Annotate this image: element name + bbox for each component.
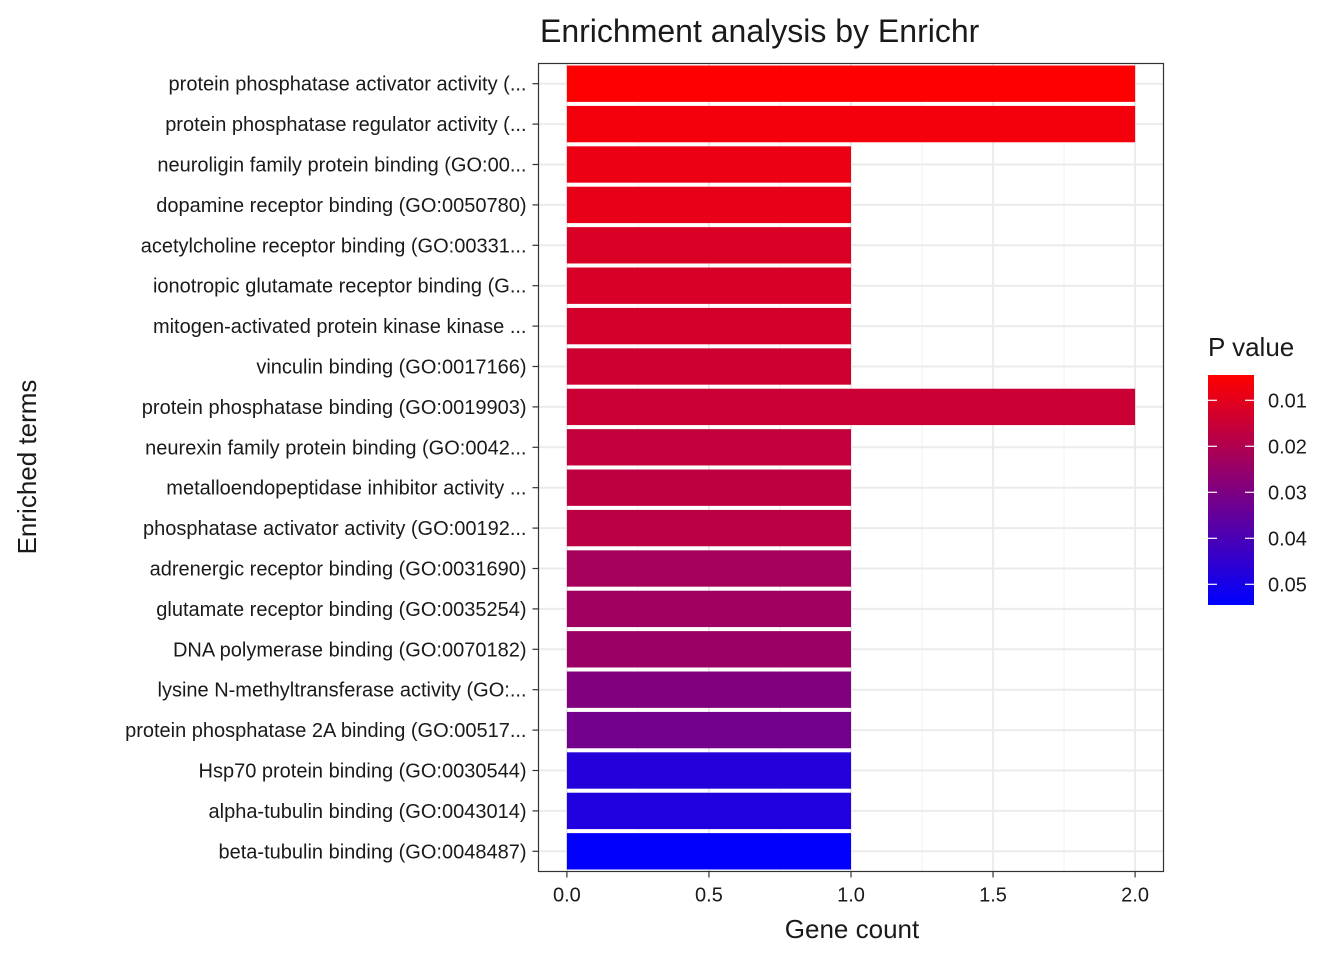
bar	[566, 429, 851, 466]
y-tick-label: vinculin binding (GO:0017166)	[256, 357, 526, 379]
bar	[566, 227, 851, 264]
x-axis-title: Gene count	[785, 914, 920, 944]
bar	[566, 186, 851, 224]
y-tick-label: glutamate receptor binding (GO:0035254)	[156, 599, 526, 621]
bar	[566, 146, 851, 183]
y-tick-label: Hsp70 protein binding (GO:0030544)	[199, 761, 527, 783]
y-axis: protein phosphatase activator activity (…	[125, 74, 539, 863]
legend-tick-label: 0.01	[1268, 390, 1307, 412]
y-tick-label: neurexin family protein binding (GO:0042…	[145, 437, 526, 459]
y-tick-label: DNA polymerase binding (GO:0070182)	[173, 639, 527, 661]
y-tick-label: protein phosphatase binding (GO:0019903)	[142, 397, 527, 419]
bar	[566, 792, 851, 830]
bar	[566, 631, 851, 668]
bar	[566, 65, 1136, 102]
x-axis: 0.0 0.5 1.0 1.5 2.0	[553, 871, 1149, 907]
legend-colorbar	[1208, 375, 1254, 605]
legend-title: P value	[1208, 332, 1294, 362]
legend-tick-label: 0.05	[1268, 574, 1307, 596]
x-tick-label: 2.0	[1121, 885, 1149, 907]
y-tick-label: protein phosphatase 2A binding (GO:00517…	[125, 720, 526, 742]
bar	[566, 550, 851, 587]
bar	[566, 267, 851, 304]
x-tick-label: 1.5	[979, 885, 1007, 907]
bar	[566, 348, 851, 385]
y-tick-label: beta-tubulin binding (GO:0048487)	[219, 841, 527, 863]
bar	[566, 711, 851, 749]
y-tick-label: neuroligin family protein binding (GO:00…	[157, 155, 526, 177]
legend: P value 0.01 0.02 0.03 0.04 0.05	[1208, 332, 1307, 605]
legend-tick-label: 0.03	[1268, 482, 1307, 504]
bar	[566, 388, 1136, 426]
bar	[566, 307, 851, 345]
bars	[566, 65, 1136, 870]
y-tick-label: ionotropic glutamate receptor binding (G…	[153, 276, 527, 298]
x-tick-label: 0.0	[553, 885, 581, 907]
y-tick-label: protein phosphatase activator activity (…	[169, 74, 527, 96]
chart-title: Enrichment analysis by Enrichr	[540, 13, 980, 49]
x-tick-label: 0.5	[695, 885, 723, 907]
bar	[566, 469, 851, 506]
legend-tick-label: 0.04	[1268, 528, 1307, 550]
bar	[566, 833, 851, 870]
legend-tick-label: 0.02	[1268, 436, 1307, 458]
bar	[566, 752, 851, 789]
y-tick-label: mitogen-activated protein kinase kinase …	[153, 316, 527, 338]
y-tick-label: phosphatase activator activity (GO:00192…	[143, 518, 527, 540]
bar	[566, 509, 851, 547]
y-tick-label: metalloendopeptidase inhibitor activity …	[166, 478, 526, 500]
bar	[566, 105, 1136, 143]
y-tick-label: acetylcholine receptor binding (GO:00331…	[141, 235, 527, 257]
y-tick-label: protein phosphatase regulator activity (…	[165, 114, 526, 136]
x-tick-label: 1.0	[837, 885, 865, 907]
bar	[566, 671, 851, 708]
y-tick-label: adrenergic receptor binding (GO:0031690)	[150, 559, 527, 581]
y-axis-title: Enriched terms	[12, 380, 42, 555]
y-tick-label: alpha-tubulin binding (GO:0043014)	[209, 801, 527, 823]
bar	[566, 590, 851, 628]
y-tick-label: dopamine receptor binding (GO:0050780)	[156, 195, 526, 217]
y-tick-label: lysine N-methyltransferase activity (GO:…	[158, 680, 527, 702]
